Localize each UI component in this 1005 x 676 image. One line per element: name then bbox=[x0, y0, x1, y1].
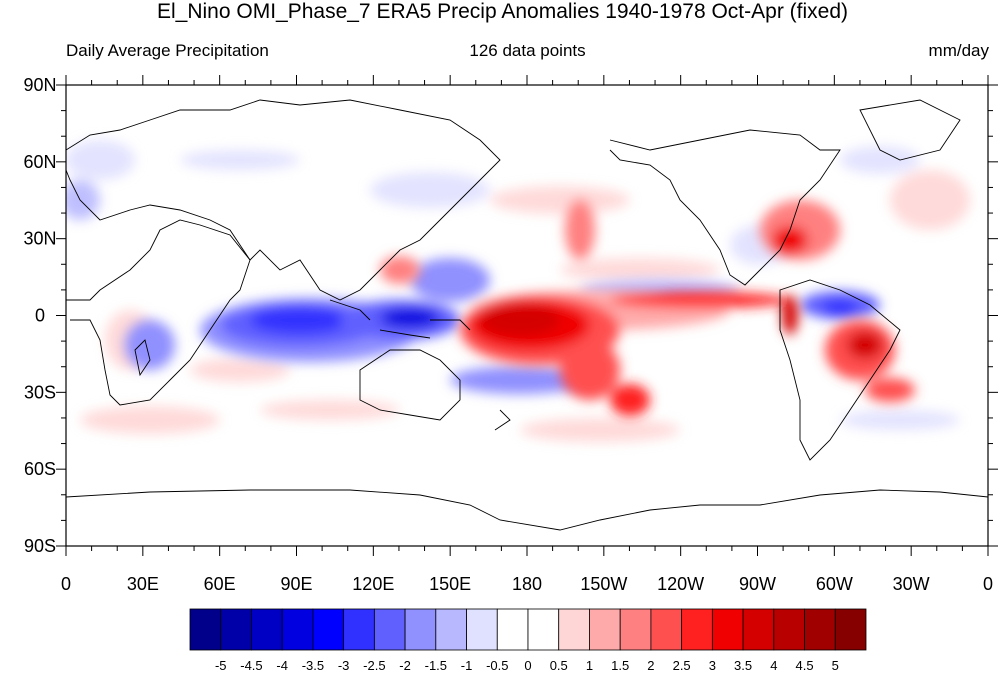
lat-label: 60N bbox=[23, 152, 56, 172]
colorbar-label: -5 bbox=[215, 658, 227, 673]
colorbar-box bbox=[373, 608, 406, 651]
colorbar-box bbox=[251, 608, 283, 651]
colorbar-label: -4.5 bbox=[240, 658, 262, 673]
colorbar-box bbox=[220, 608, 252, 651]
latitude-labels: 90N 60N 30N 0 30S 60S 90S bbox=[23, 75, 56, 556]
islands-coast bbox=[329, 299, 371, 321]
lon-label: 0 bbox=[983, 574, 993, 594]
north-america-coast bbox=[609, 129, 841, 286]
australia-coast bbox=[359, 349, 461, 421]
colorbar-label: -1 bbox=[461, 658, 473, 673]
lat-label: 30S bbox=[24, 382, 56, 402]
lat-label: 0 bbox=[35, 306, 45, 326]
lat-label: 30N bbox=[23, 229, 56, 249]
colorbar-box bbox=[650, 608, 683, 651]
subtitle-left: Daily Average Precipitation bbox=[66, 41, 269, 60]
colorbar-labels: -5 -4.5 -4 -3.5 -3 -2.5 -2 -1.5 -1 -0.5 0 0.5 1 1.5 2 2… bbox=[215, 658, 839, 673]
colorbar-box bbox=[312, 608, 345, 651]
colorbar-label: 3.5 bbox=[734, 658, 752, 673]
colorbar-box bbox=[773, 608, 805, 651]
colorbar-label: -4 bbox=[276, 658, 288, 673]
longitude-labels: 0 30E 60E 90E 120E 150E 180 150W 120W 90W 60W 30W 0 bbox=[61, 574, 993, 594]
colorbar-box bbox=[804, 608, 836, 651]
colorbar-label: 3 bbox=[709, 658, 716, 673]
colorbar-box bbox=[558, 608, 590, 651]
colorbar-label: 4.5 bbox=[796, 658, 814, 673]
madagascar-coast bbox=[134, 339, 151, 377]
lon-label: 0 bbox=[61, 574, 71, 594]
antarctica-coast bbox=[66, 489, 988, 531]
colorbar-box bbox=[189, 608, 222, 651]
colorbar-label: -3.5 bbox=[302, 658, 324, 673]
colorbar-box bbox=[742, 608, 775, 651]
anomaly-field bbox=[66, 140, 970, 442]
lon-label: 90E bbox=[280, 574, 312, 594]
lat-label: 90S bbox=[24, 536, 56, 556]
colorbar-box bbox=[834, 608, 867, 651]
colorbar-label: -1.5 bbox=[425, 658, 447, 673]
eurasia-coast bbox=[66, 99, 501, 301]
subtitle-center: 126 data points bbox=[469, 41, 586, 60]
colorbar-label: 1.5 bbox=[611, 658, 629, 673]
colorbar-label: 0.5 bbox=[550, 658, 568, 673]
lon-label: 150E bbox=[429, 574, 471, 594]
colorbar-box bbox=[681, 608, 713, 651]
colorbar-box bbox=[619, 608, 652, 651]
colorbar-box bbox=[496, 608, 529, 651]
colorbar bbox=[189, 608, 867, 651]
colorbar-label: 0 bbox=[524, 658, 531, 673]
coastlines bbox=[66, 99, 988, 531]
south-america-coast bbox=[779, 279, 901, 461]
colorbar-box bbox=[404, 608, 437, 651]
colorbar-label: 1 bbox=[586, 658, 593, 673]
colorbar-box bbox=[281, 608, 314, 651]
lon-label: 30E bbox=[127, 574, 159, 594]
plot-title: El_Nino OMI_Phase_7 ERA5 Precip Anomalie… bbox=[156, 0, 848, 23]
colorbar-label: -2.5 bbox=[363, 658, 385, 673]
colorbar-label: 2.5 bbox=[673, 658, 691, 673]
colorbar-box bbox=[527, 608, 560, 651]
greenland-coast bbox=[859, 99, 961, 161]
lon-label: 60E bbox=[204, 574, 236, 594]
colorbar-box bbox=[711, 608, 744, 651]
colorbar-label: 4 bbox=[770, 658, 777, 673]
colorbar-label: -2 bbox=[399, 658, 411, 673]
colorbar-label: -3 bbox=[338, 658, 350, 673]
lon-label: 150W bbox=[580, 574, 627, 594]
islands-coast bbox=[379, 329, 431, 339]
colorbar-box bbox=[343, 608, 375, 651]
lat-label: 60S bbox=[24, 459, 56, 479]
lat-label: 90N bbox=[23, 75, 56, 95]
new-zealand-coast bbox=[494, 409, 511, 431]
lon-label: 120E bbox=[352, 574, 394, 594]
colorbar-box bbox=[466, 608, 498, 651]
colorbar-box bbox=[589, 608, 621, 651]
africa-coast bbox=[66, 219, 251, 406]
colorbar-box bbox=[435, 608, 467, 651]
axis-ticks bbox=[56, 75, 998, 556]
subtitle-units: mm/day bbox=[928, 41, 989, 60]
lon-label: 90W bbox=[739, 574, 776, 594]
islands-coast bbox=[430, 319, 471, 331]
lon-label: 180 bbox=[512, 574, 542, 594]
lon-label: 60W bbox=[816, 574, 853, 594]
colorbar-label: -0.5 bbox=[486, 658, 508, 673]
lon-label: 120W bbox=[657, 574, 704, 594]
colorbar-label: 5 bbox=[832, 658, 839, 673]
lon-label: 30W bbox=[893, 574, 930, 594]
colorbar-label: 2 bbox=[647, 658, 654, 673]
